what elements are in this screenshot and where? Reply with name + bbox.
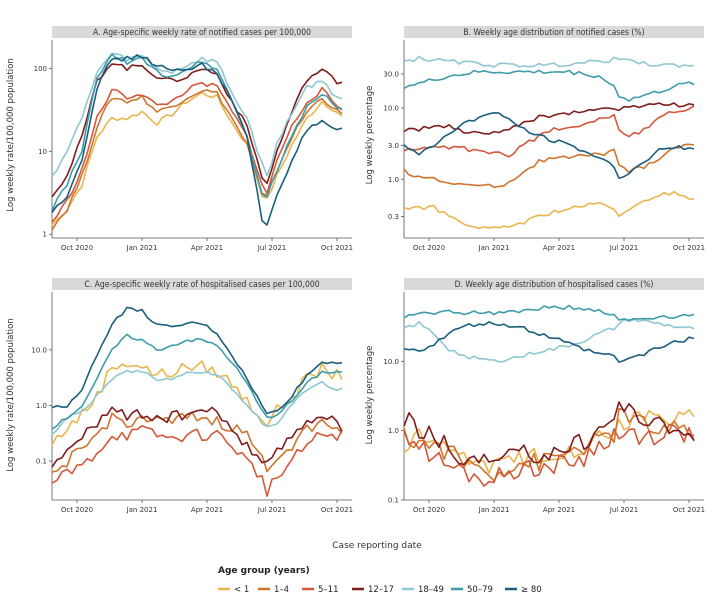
panel-d: D. Weekly age distribution of hospitalis… bbox=[365, 278, 705, 514]
y-tick-label: 1.0 bbox=[388, 427, 399, 435]
y-tick-label: 3.0 bbox=[388, 142, 399, 150]
y-tick-label: 10.0 bbox=[383, 358, 399, 366]
x-tick-label: Jan 2021 bbox=[126, 244, 158, 252]
legend: Age group (years) < 1 1–4 5–11 12–17 18–49 50… bbox=[218, 566, 542, 595]
legend-label: 18–49 bbox=[418, 585, 444, 595]
legend-label: < 1 bbox=[234, 585, 249, 595]
series-line-12-17 bbox=[403, 102, 695, 135]
series-line-1-4 bbox=[403, 143, 695, 189]
series-line-80 bbox=[403, 321, 695, 363]
panel-c-ylabel: Log weekly rate/100,000 population bbox=[6, 318, 16, 472]
panel-d-title-strip bbox=[404, 278, 704, 290]
panel-b-plot: 0.3 1.0 3.0 10.0 30.0 Oct 2020 Jan 2021 Apr 202… bbox=[383, 40, 705, 252]
legend-label: 12–17 bbox=[368, 585, 394, 595]
panel-a-title: A. Age-specific weekly rate of notified … bbox=[93, 28, 311, 38]
panel-a-ylabel: Log weekly rate/100,000 population bbox=[6, 58, 16, 212]
legend-label: 5–11 bbox=[318, 585, 338, 595]
series-line-80 bbox=[51, 54, 343, 226]
y-tick-label: 1.0 bbox=[388, 176, 399, 184]
legend-label: 1–4 bbox=[274, 585, 289, 595]
series-line-1 bbox=[51, 91, 343, 226]
series-line-1 bbox=[403, 408, 695, 474]
series-line-12-17 bbox=[51, 406, 343, 468]
x-tick-label: Jan 2021 bbox=[478, 506, 510, 514]
legend-entries: < 1 1–4 5–11 12–17 18–49 50–79 ≥ 80 bbox=[218, 585, 542, 595]
x-tick-label: Jul 2021 bbox=[257, 244, 287, 252]
legend-label: 50–79 bbox=[467, 585, 493, 595]
y-tick-label: 30.0 bbox=[383, 71, 399, 79]
y-tick-label: 0.3 bbox=[388, 213, 399, 221]
x-tick-label: Oct 2021 bbox=[673, 506, 705, 514]
y-tick-label: 10.0 bbox=[383, 105, 399, 113]
x-tick-label: Jan 2021 bbox=[478, 244, 510, 252]
y-tick-label: 1.0 bbox=[36, 402, 47, 410]
y-tick-label: 10.0 bbox=[31, 346, 47, 354]
x-tick-label: Jul 2021 bbox=[609, 244, 639, 252]
panel-d-title: D. Weekly age distribution of hospitalis… bbox=[455, 280, 654, 290]
series-line-80 bbox=[403, 112, 695, 179]
panel-a-plot: 1 10 100 Oct 2020 Jan 2021 Apr 2021 Jul 2021 Oc… bbox=[34, 40, 353, 252]
panel-d-plot: 0.1 1.0 10.0 Oct 2020 Jan 2021 Apr 2021 Jul 20… bbox=[383, 292, 705, 514]
panel-c-title: C. Age-specific weekly rate of hospitali… bbox=[84, 280, 319, 290]
x-tick-label: Oct 2020 bbox=[61, 244, 93, 252]
panel-b-title-strip bbox=[404, 26, 704, 38]
x-tick-label: Oct 2021 bbox=[673, 244, 705, 252]
x-tick-label: Jul 2021 bbox=[609, 506, 639, 514]
x-tick-label: Oct 2020 bbox=[61, 506, 93, 514]
y-tick-label: 0.1 bbox=[36, 458, 47, 466]
y-tick-label: 10 bbox=[38, 148, 47, 156]
panel-d-ylabel: Log weekly percentage bbox=[365, 346, 375, 445]
x-tick-label: Apr 2021 bbox=[543, 506, 575, 514]
series-line-18-49 bbox=[403, 55, 695, 68]
x-tick-label: Apr 2021 bbox=[191, 506, 223, 514]
series-line-12-17 bbox=[51, 63, 343, 198]
x-tick-label: Oct 2021 bbox=[321, 244, 353, 252]
y-tick-label: 1 bbox=[43, 231, 47, 239]
series-line-50-79 bbox=[51, 333, 343, 430]
x-tick-label: Apr 2021 bbox=[543, 244, 575, 252]
series-line-18-49 bbox=[51, 369, 343, 436]
series-line-1 bbox=[403, 190, 695, 230]
series-line-5-11 bbox=[403, 423, 695, 487]
legend-label: ≥ 80 bbox=[521, 585, 542, 595]
panel-a: A. Age-specific weekly rate of notified … bbox=[6, 26, 353, 252]
x-tick-label: Jan 2021 bbox=[126, 506, 158, 514]
y-tick-label: 100 bbox=[34, 65, 47, 73]
y-tick-label: 0.1 bbox=[388, 497, 399, 505]
series-line-1-4 bbox=[403, 407, 695, 482]
series-line-5-11 bbox=[51, 81, 343, 223]
x-tick-label: Apr 2021 bbox=[191, 244, 223, 252]
series-line-1 bbox=[51, 360, 343, 446]
series-line-50-79 bbox=[403, 304, 695, 322]
panel-b-ylabel: Log weekly percentage bbox=[365, 86, 375, 185]
x-tick-label: Oct 2021 bbox=[321, 506, 353, 514]
x-tick-label: Oct 2020 bbox=[413, 506, 445, 514]
x-tick-label: Oct 2020 bbox=[413, 244, 445, 252]
panel-a-title-strip bbox=[52, 26, 352, 38]
panel-c: C. Age-specific weekly rate of hospitali… bbox=[6, 278, 353, 514]
panel-c-title-strip bbox=[52, 278, 352, 290]
series-line-12-17 bbox=[403, 401, 695, 466]
panel-b-title: B. Weekly age distribution of notified c… bbox=[463, 28, 644, 38]
panel-c-plot: 0.1 1.0 10.0 Oct 2020 Jan 2021 Apr 2021 Jul 20… bbox=[31, 292, 353, 514]
x-tick-label: Jul 2021 bbox=[257, 506, 287, 514]
panel-b: B. Weekly age distribution of notified c… bbox=[365, 26, 705, 252]
x-axis-label: Case reporting date bbox=[332, 541, 422, 551]
series-line-80 bbox=[51, 306, 343, 415]
series-line-5-11 bbox=[51, 424, 343, 498]
series-line-50-79 bbox=[403, 69, 695, 102]
series-line-18-49 bbox=[403, 318, 695, 363]
series-line-18-49 bbox=[51, 52, 343, 177]
series-line-1-4 bbox=[51, 89, 343, 231]
legend-title: Age group (years) bbox=[218, 566, 310, 576]
series-line-50-79 bbox=[51, 53, 343, 212]
series-line-1-4 bbox=[51, 411, 343, 473]
series-line-5-11 bbox=[403, 105, 695, 158]
